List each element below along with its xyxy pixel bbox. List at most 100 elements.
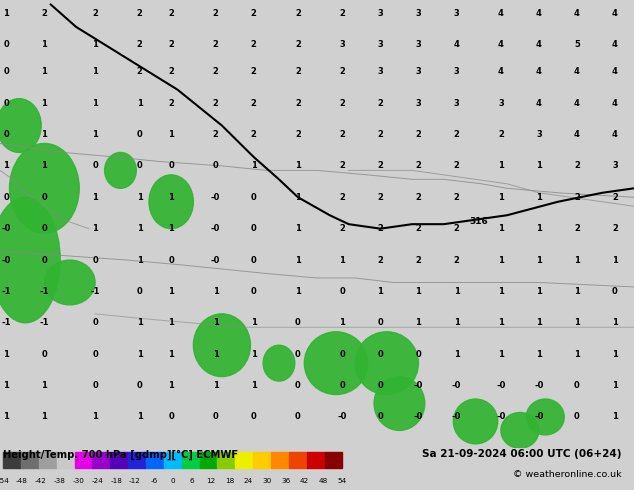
Text: 3: 3 [536, 130, 542, 139]
Text: 0: 0 [212, 413, 219, 421]
Text: 0: 0 [295, 413, 301, 421]
Text: 0: 0 [3, 67, 10, 76]
Text: 4: 4 [574, 98, 580, 108]
Bar [235, 452, 253, 468]
Text: 1: 1 [339, 318, 346, 327]
Text: 0: 0 [41, 193, 48, 202]
Text: 2: 2 [377, 193, 384, 202]
Text: 3: 3 [377, 9, 384, 18]
Text: 3: 3 [415, 40, 422, 49]
Text: 0: 0 [168, 256, 174, 265]
Text: 2: 2 [295, 67, 301, 76]
Text: 1: 1 [536, 256, 542, 265]
Text: 1: 1 [498, 161, 504, 171]
Text: -12: -12 [129, 478, 141, 484]
Text: 1: 1 [136, 350, 143, 359]
Text: 0: 0 [295, 381, 301, 390]
Text: -1: -1 [40, 318, 49, 327]
Text: 1: 1 [136, 413, 143, 421]
Text: 0: 0 [92, 381, 98, 390]
Bar [39, 452, 56, 468]
Text: -0: -0 [496, 413, 505, 421]
Text: 2: 2 [168, 9, 174, 18]
Ellipse shape [105, 152, 136, 188]
Bar [3, 452, 21, 468]
Text: -38: -38 [54, 478, 66, 484]
Text: 1: 1 [136, 224, 143, 233]
Text: 1: 1 [168, 381, 174, 390]
Text: 1: 1 [498, 350, 504, 359]
Text: 1: 1 [92, 224, 98, 233]
Text: 6: 6 [190, 478, 194, 484]
Text: 4: 4 [612, 98, 618, 108]
Ellipse shape [0, 197, 60, 323]
Text: -0: -0 [211, 256, 220, 265]
Text: 2: 2 [212, 67, 219, 76]
Text: 4: 4 [453, 40, 460, 49]
Text: 1: 1 [498, 224, 504, 233]
Text: 4: 4 [574, 9, 580, 18]
Text: 3: 3 [377, 40, 384, 49]
Bar [21, 452, 39, 468]
Text: 0: 0 [377, 413, 384, 421]
Text: 1: 1 [498, 193, 504, 202]
Text: 1: 1 [136, 318, 143, 327]
Text: 4: 4 [574, 67, 580, 76]
Text: 2: 2 [92, 9, 98, 18]
Text: 1: 1 [212, 318, 219, 327]
Text: -1: -1 [2, 287, 11, 296]
Text: 1: 1 [536, 161, 542, 171]
Bar [217, 452, 235, 468]
Text: 2: 2 [168, 67, 174, 76]
Ellipse shape [149, 175, 193, 229]
Text: © weatheronline.co.uk: © weatheronline.co.uk [513, 470, 621, 479]
Text: 1: 1 [3, 9, 10, 18]
Text: 2: 2 [136, 40, 143, 49]
Text: 1: 1 [3, 413, 10, 421]
Ellipse shape [10, 144, 79, 233]
Ellipse shape [193, 314, 250, 377]
Text: 0: 0 [168, 161, 174, 171]
Text: -0: -0 [211, 193, 220, 202]
Text: 2: 2 [612, 193, 618, 202]
Ellipse shape [374, 377, 425, 430]
Text: 48: 48 [319, 478, 328, 484]
Text: -0: -0 [534, 381, 543, 390]
Text: 0: 0 [250, 256, 257, 265]
Text: 5: 5 [574, 40, 580, 49]
Text: 3: 3 [453, 67, 460, 76]
Text: 1: 1 [536, 224, 542, 233]
Ellipse shape [263, 345, 295, 381]
Text: Height/Temp. 700 hPa [gdmp][°C] ECMWF: Height/Temp. 700 hPa [gdmp][°C] ECMWF [3, 449, 238, 460]
Bar [146, 452, 164, 468]
Ellipse shape [0, 98, 41, 152]
Text: 0: 0 [377, 318, 384, 327]
Text: 1: 1 [295, 256, 301, 265]
Text: 1: 1 [498, 318, 504, 327]
Bar [93, 452, 110, 468]
Text: 0: 0 [415, 350, 422, 359]
Text: 2: 2 [136, 9, 143, 18]
Text: 0: 0 [136, 287, 143, 296]
Ellipse shape [526, 399, 564, 435]
Text: 1: 1 [498, 256, 504, 265]
Text: -0: -0 [414, 381, 423, 390]
Text: 1: 1 [3, 350, 10, 359]
Text: 1: 1 [453, 350, 460, 359]
Text: 1: 1 [92, 67, 98, 76]
Text: 1: 1 [41, 130, 48, 139]
Text: 4: 4 [498, 40, 504, 49]
Text: 0: 0 [92, 318, 98, 327]
Text: 0: 0 [3, 193, 10, 202]
Text: 1: 1 [453, 318, 460, 327]
Ellipse shape [304, 332, 368, 394]
Text: -1: -1 [2, 318, 11, 327]
Text: 1: 1 [415, 287, 422, 296]
Text: 4: 4 [612, 9, 618, 18]
Text: 0: 0 [136, 130, 143, 139]
Text: -18: -18 [110, 478, 122, 484]
Text: 1: 1 [92, 413, 98, 421]
Text: 1: 1 [295, 161, 301, 171]
Text: 4: 4 [536, 9, 542, 18]
Bar [128, 452, 146, 468]
